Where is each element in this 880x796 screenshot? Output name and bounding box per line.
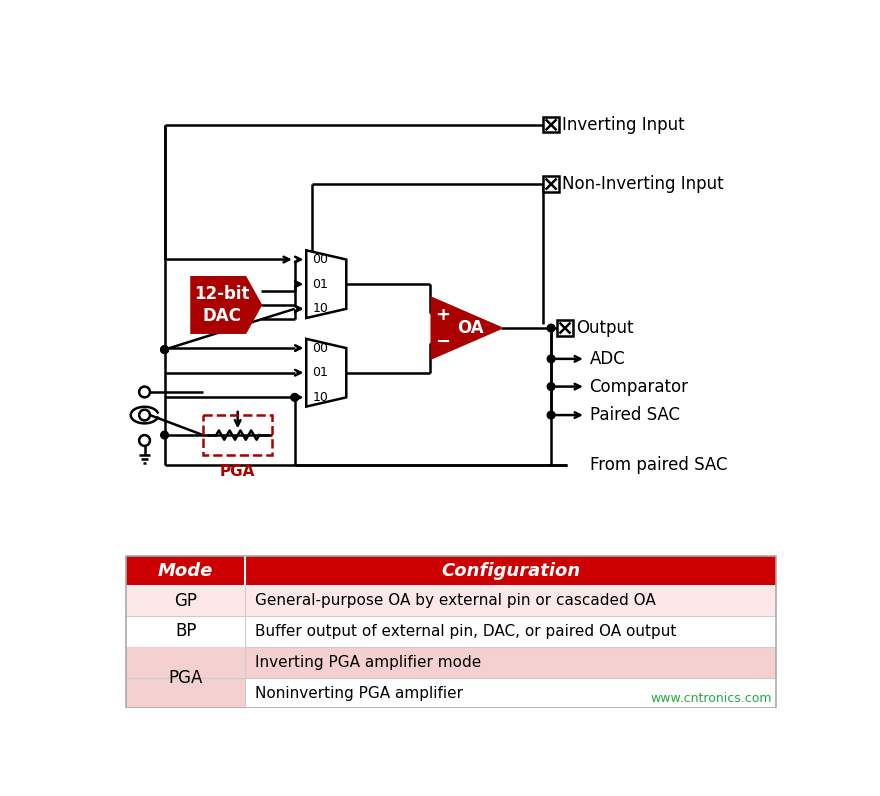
Polygon shape <box>432 298 501 358</box>
Bar <box>126 556 776 585</box>
Text: 01: 01 <box>312 278 328 291</box>
Text: Noninverting PGA amplifier: Noninverting PGA amplifier <box>254 685 463 700</box>
Circle shape <box>161 345 168 353</box>
Text: Paired SAC: Paired SAC <box>590 406 679 424</box>
Text: BP: BP <box>175 622 196 641</box>
Bar <box>126 647 776 677</box>
Text: PGA: PGA <box>169 669 203 687</box>
Circle shape <box>290 393 298 401</box>
Text: Inverting Input: Inverting Input <box>562 115 685 134</box>
Text: Output: Output <box>576 319 634 337</box>
Bar <box>557 320 573 336</box>
Circle shape <box>547 324 555 332</box>
Text: From paired SAC: From paired SAC <box>590 456 727 474</box>
Bar <box>126 616 776 647</box>
Text: −: − <box>435 333 450 350</box>
Circle shape <box>161 345 168 353</box>
Bar <box>126 556 776 708</box>
Text: General-purpose OA by external pin or cascaded OA: General-purpose OA by external pin or ca… <box>254 593 656 608</box>
Circle shape <box>547 412 555 419</box>
Text: Non-Inverting Input: Non-Inverting Input <box>562 175 723 193</box>
Polygon shape <box>306 339 347 407</box>
Bar <box>203 415 273 455</box>
Circle shape <box>547 383 555 390</box>
Text: 00: 00 <box>312 253 328 266</box>
Text: ADC: ADC <box>590 350 626 368</box>
Polygon shape <box>192 277 260 333</box>
Text: GP: GP <box>174 591 197 610</box>
Text: Configuration: Configuration <box>441 562 580 579</box>
Text: 00: 00 <box>312 341 328 354</box>
Text: Comparator: Comparator <box>590 377 689 396</box>
Text: 01: 01 <box>312 366 328 379</box>
Text: 10: 10 <box>312 302 328 315</box>
Text: OA: OA <box>457 319 484 337</box>
Bar <box>544 177 559 192</box>
Text: +: + <box>435 306 450 324</box>
Text: PGA: PGA <box>220 464 255 479</box>
Circle shape <box>161 431 168 439</box>
Bar <box>126 647 246 708</box>
Text: www.cntronics.com: www.cntronics.com <box>650 692 772 704</box>
Text: Mode: Mode <box>158 562 214 579</box>
Text: Buffer output of external pin, DAC, or paired OA output: Buffer output of external pin, DAC, or p… <box>254 624 676 639</box>
Bar <box>126 585 776 616</box>
Bar <box>126 677 776 708</box>
Circle shape <box>547 355 555 363</box>
Polygon shape <box>306 250 347 318</box>
Bar <box>544 117 559 132</box>
Text: 10: 10 <box>312 391 328 404</box>
Text: Inverting PGA amplifier mode: Inverting PGA amplifier mode <box>254 655 480 669</box>
Text: 12-bit
DAC: 12-bit DAC <box>194 285 250 325</box>
